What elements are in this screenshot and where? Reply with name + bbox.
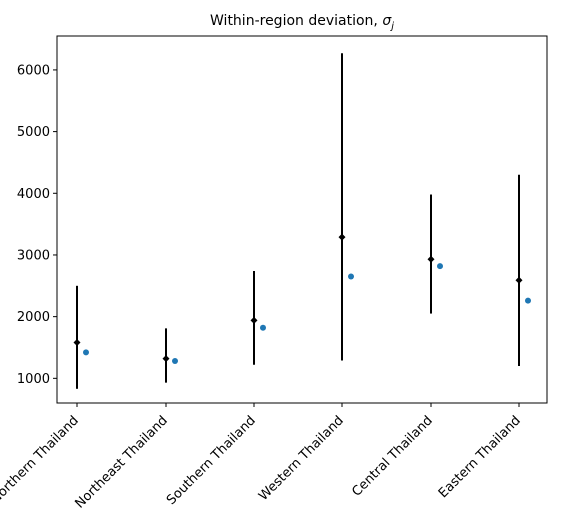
y-axis: 1000 2000 3000 4000 5000 6000	[17, 63, 57, 387]
plot-frame	[56, 35, 548, 404]
x-tick-label: Northeast Thailand	[72, 413, 170, 511]
point-estimate-marker	[338, 233, 346, 241]
y-tick-label: 1000	[17, 372, 50, 387]
x-tick-label: Eastern Thailand	[436, 413, 524, 501]
comparison-point-marker	[260, 324, 266, 331]
comparison-point-marker	[83, 349, 89, 356]
point-estimate-marker	[162, 355, 170, 363]
comparison-point-marker	[172, 358, 178, 365]
x-tick-label: Northern Thailand	[0, 413, 82, 507]
comparison-point-marker	[525, 297, 531, 304]
y-tick-label: 5000	[17, 125, 50, 140]
point-estimate-marker	[427, 255, 435, 263]
y-tick-label: 4000	[17, 187, 50, 202]
y-tick-label: 2000	[17, 310, 50, 325]
y-tick-label: 3000	[17, 248, 50, 263]
chart-marks	[73, 53, 531, 389]
x-tick-label: Central Thailand	[349, 413, 435, 499]
x-tick-label: Southern Thailand	[164, 413, 259, 508]
chart-title-symbol: σ	[382, 13, 392, 29]
chart-title-subscript: j	[389, 21, 394, 32]
chart-title: Within-region deviation, σj	[210, 13, 394, 32]
x-tick-label: Western Thailand	[256, 413, 347, 504]
point-estimate-marker	[250, 316, 258, 324]
y-tick-label: 6000	[17, 63, 50, 78]
point-estimate-marker	[515, 276, 523, 284]
point-estimate-marker	[73, 339, 81, 347]
comparison-point-marker	[437, 263, 443, 270]
comparison-point-marker	[348, 273, 354, 280]
chart-title-prefix: Within-region deviation,	[210, 13, 382, 29]
